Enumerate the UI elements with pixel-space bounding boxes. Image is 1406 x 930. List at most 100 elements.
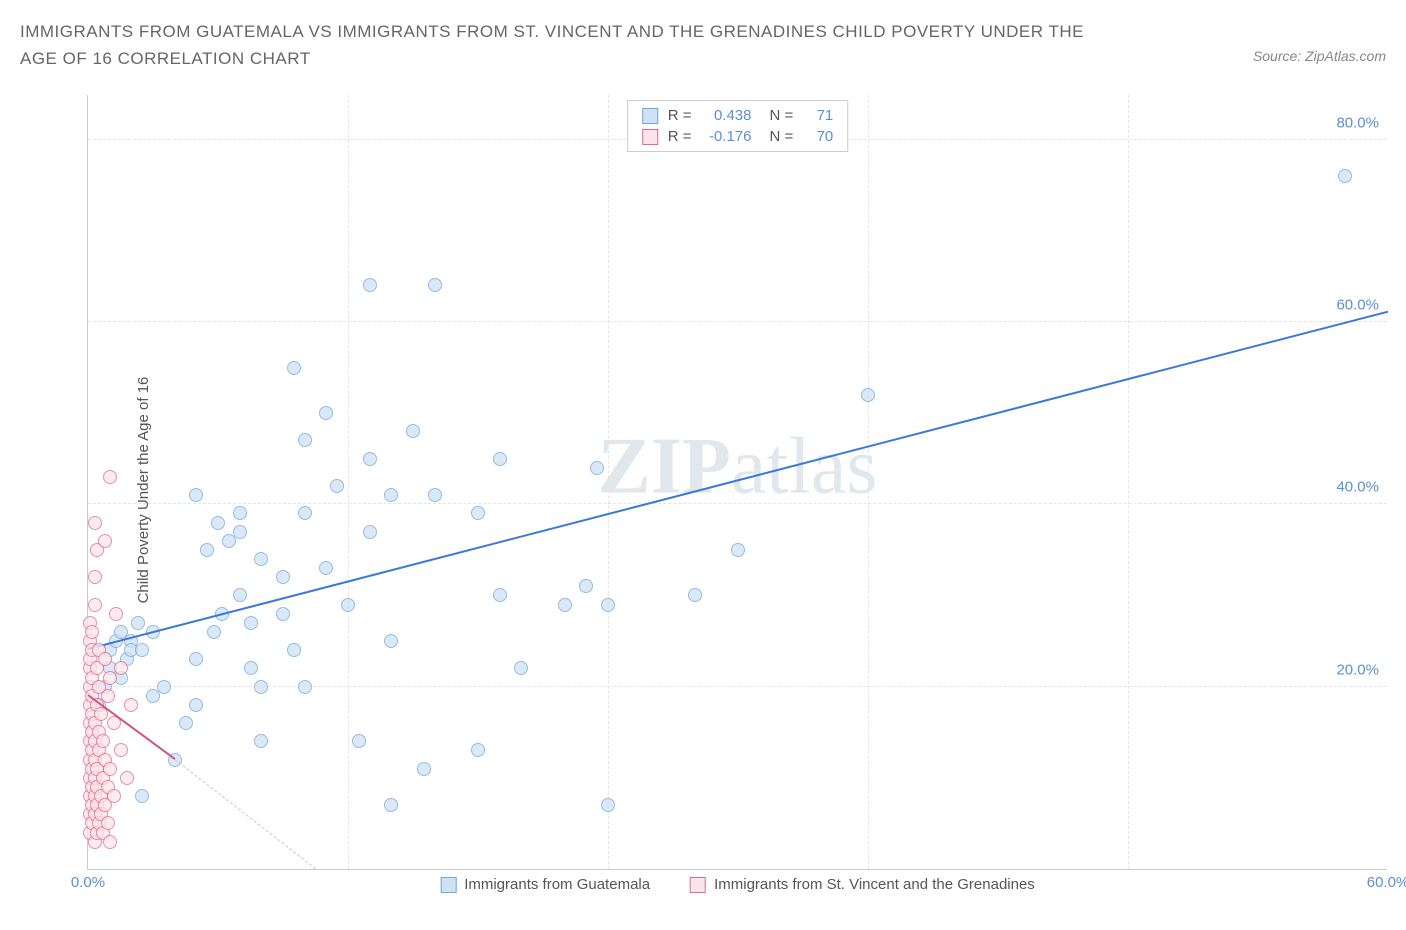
scatter-point <box>428 488 442 502</box>
scatter-point <box>384 798 398 812</box>
scatter-point <box>244 661 258 675</box>
scatter-point <box>101 689 115 703</box>
scatter-point <box>88 516 102 530</box>
scatter-point <box>211 516 225 530</box>
scatter-point <box>114 743 128 757</box>
y-tick-label: 60.0% <box>1336 296 1379 313</box>
scatter-point <box>101 816 115 830</box>
scatter-point <box>493 588 507 602</box>
grid-line-vertical <box>868 95 869 869</box>
scatter-point <box>287 643 301 657</box>
scatter-point <box>157 680 171 694</box>
scatter-point <box>207 625 221 639</box>
scatter-point <box>88 570 102 584</box>
legend-swatch <box>642 129 658 145</box>
legend-r-value: -0.176 <box>702 128 752 145</box>
scatter-point <box>688 588 702 602</box>
scatter-point <box>98 534 112 548</box>
scatter-point <box>98 652 112 666</box>
scatter-point <box>244 616 258 630</box>
scatter-point <box>319 561 333 575</box>
scatter-point <box>254 680 268 694</box>
scatter-point <box>319 406 333 420</box>
legend-n-value: 70 <box>803 128 833 145</box>
scatter-point <box>88 598 102 612</box>
scatter-point <box>298 680 312 694</box>
x-tick-label: 0.0% <box>71 874 105 891</box>
scatter-point <box>200 543 214 557</box>
scatter-point <box>276 607 290 621</box>
grid-line-horizontal <box>88 686 1387 687</box>
grid-line-horizontal <box>88 321 1387 322</box>
scatter-point <box>417 762 431 776</box>
legend-swatch <box>642 108 658 124</box>
grid-line-vertical <box>348 95 349 869</box>
scatter-point <box>135 789 149 803</box>
scatter-point <box>298 433 312 447</box>
scatter-point <box>189 698 203 712</box>
scatter-point <box>363 452 377 466</box>
scatter-point <box>731 543 745 557</box>
scatter-point <box>558 598 572 612</box>
scatter-point <box>233 588 247 602</box>
correlation-legend: R = 0.438 N = 71 R = -0.176 N = 70 <box>627 100 849 152</box>
trend-line <box>88 311 1388 650</box>
scatter-point <box>103 470 117 484</box>
scatter-point <box>406 424 420 438</box>
scatter-point <box>120 771 134 785</box>
scatter-point <box>601 598 615 612</box>
scatter-point <box>179 716 193 730</box>
scatter-point <box>276 570 290 584</box>
scatter-point <box>124 698 138 712</box>
scatter-point <box>85 625 99 639</box>
legend-swatch <box>690 877 706 893</box>
legend-series-label: Immigrants from St. Vincent and the Gren… <box>714 876 1035 893</box>
scatter-point <box>189 488 203 502</box>
scatter-point <box>601 798 615 812</box>
legend-stat-row: R = 0.438 N = 71 <box>642 105 834 126</box>
scatter-point <box>384 488 398 502</box>
scatter-point <box>96 734 110 748</box>
legend-series-item: Immigrants from Guatemala <box>440 876 650 893</box>
y-tick-label: 80.0% <box>1336 114 1379 131</box>
scatter-point <box>590 461 604 475</box>
scatter-point <box>514 661 528 675</box>
scatter-point <box>254 734 268 748</box>
scatter-point <box>135 643 149 657</box>
scatter-point <box>114 661 128 675</box>
scatter-point <box>233 525 247 539</box>
scatter-point <box>363 525 377 539</box>
legend-series-label: Immigrants from Guatemala <box>464 876 650 893</box>
legend-swatch <box>440 877 456 893</box>
scatter-point <box>384 634 398 648</box>
scatter-point <box>363 278 377 292</box>
series-legend: Immigrants from Guatemala Immigrants from… <box>440 876 1035 893</box>
legend-r-label: R = <box>668 107 692 124</box>
legend-r-value: 0.438 <box>702 107 752 124</box>
scatter-point <box>103 762 117 776</box>
legend-r-label: R = <box>668 128 692 145</box>
scatter-point <box>341 598 355 612</box>
plot-area: ZIPatlas R =0.438N =71R =-0.176N =70 Imm… <box>87 95 1387 870</box>
scatter-point <box>428 278 442 292</box>
scatter-point <box>189 652 203 666</box>
chart-title: IMMIGRANTS FROM GUATEMALA VS IMMIGRANTS … <box>20 18 1120 72</box>
watermark: ZIPatlas <box>598 421 878 512</box>
scatter-point <box>287 361 301 375</box>
legend-n-value: 71 <box>803 107 833 124</box>
scatter-point <box>107 789 121 803</box>
scatter-point <box>103 835 117 849</box>
y-tick-label: 20.0% <box>1336 661 1379 678</box>
legend-series-item: Immigrants from St. Vincent and the Gren… <box>690 876 1035 893</box>
chart-container: Child Poverty Under the Age of 16 ZIPatl… <box>60 95 1390 885</box>
legend-n-label: N = <box>770 128 794 145</box>
scatter-point <box>493 452 507 466</box>
scatter-point <box>471 506 485 520</box>
source-label: Source: ZipAtlas.com <box>1253 48 1386 64</box>
legend-stat-row: R = -0.176 N = 70 <box>642 126 834 147</box>
scatter-point <box>254 552 268 566</box>
scatter-point <box>579 579 593 593</box>
legend-n-label: N = <box>770 107 794 124</box>
scatter-point <box>861 388 875 402</box>
grid-line-horizontal <box>88 503 1387 504</box>
